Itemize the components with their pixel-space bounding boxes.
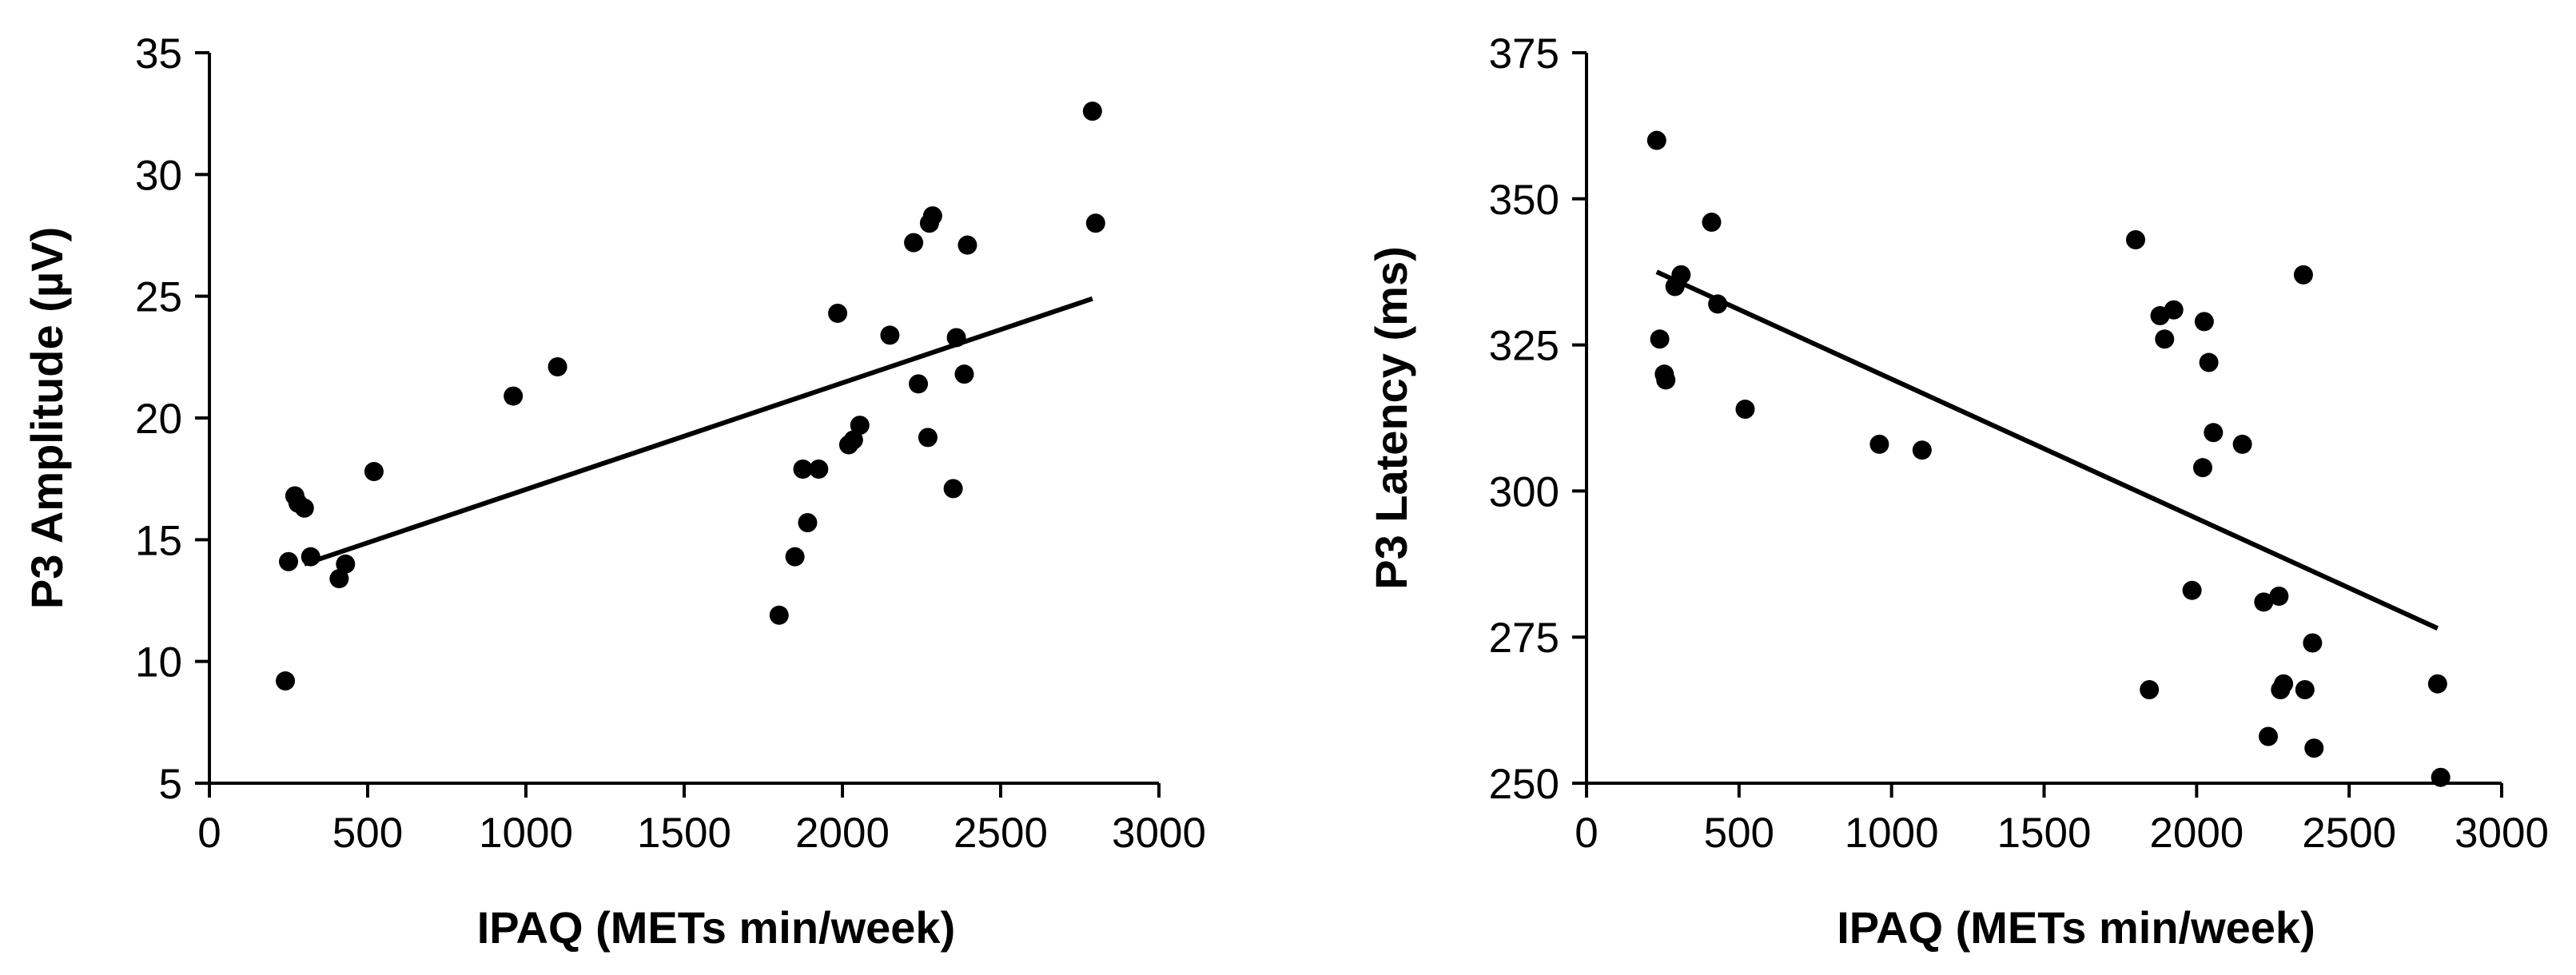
- latency-data-point: [2164, 300, 2184, 320]
- latency-x-tick-label: 2500: [2302, 810, 2396, 857]
- latency-data-point: [2304, 738, 2324, 758]
- amplitude-data-point: [329, 569, 349, 589]
- latency-data-point: [1735, 400, 1755, 420]
- amplitude-data-point: [1085, 213, 1105, 233]
- amplitude-data-point: [954, 364, 974, 384]
- amplitude-data-point: [547, 357, 567, 377]
- amplitude-data-point: [364, 462, 384, 482]
- amplitude-data-point: [828, 303, 848, 323]
- amplitude-x-tick-label: 3000: [1112, 810, 1206, 857]
- latency-x-tick-label: 1500: [1997, 810, 2092, 857]
- latency-x-axis-title: IPAQ (METs min/week): [1837, 902, 2315, 953]
- amplitude-data-point: [880, 325, 900, 345]
- amplitude-data-point: [769, 605, 789, 625]
- latency-x-tick-label: 2000: [2149, 810, 2244, 857]
- amplitude-data-point: [276, 671, 296, 691]
- amplitude-x-tick-label: 1500: [637, 810, 731, 857]
- latency-data-point: [2192, 458, 2212, 478]
- amplitude-data-point: [943, 479, 963, 499]
- amplitude-data-point: [843, 430, 863, 450]
- amplitude-y-tick-label: 30: [135, 152, 182, 199]
- latency-data-point: [2155, 329, 2175, 349]
- latency-x-tick-label: 0: [1575, 810, 1598, 857]
- amplitude-data-point: [279, 551, 298, 571]
- latency-data-point: [2269, 587, 2289, 607]
- amplitude-x-tick-label: 1000: [479, 810, 573, 857]
- amplitude-data-point: [904, 233, 924, 253]
- latency-y-tick-label: 350: [1489, 177, 1559, 224]
- amplitude-y-tick-label: 10: [135, 639, 182, 686]
- latency-y-tick-label: 300: [1489, 468, 1559, 515]
- amplitude-x-tick-label: 2000: [795, 810, 890, 857]
- latency-regression-line: [1655, 269, 2439, 631]
- latency-data-point: [2140, 680, 2160, 700]
- amplitude-data-point: [909, 374, 929, 394]
- latency-data-point: [2182, 580, 2202, 600]
- latency-x-tick-label: 1000: [1845, 810, 1939, 857]
- latency-data-point: [2431, 767, 2451, 787]
- latency-data-point: [1702, 213, 1722, 233]
- amplitude-y-tick-label: 35: [135, 30, 182, 78]
- latency-data-point: [1912, 440, 1932, 460]
- latency-y-tick-label: 375: [1489, 30, 1559, 78]
- amplitude-data-point: [336, 554, 356, 574]
- amplitude-x-axis-title: IPAQ (METs min/week): [477, 902, 955, 953]
- latency-data-point: [2303, 633, 2323, 653]
- latency-x-tick-label: 3000: [2455, 810, 2549, 857]
- latency-y-tick-label: 275: [1489, 615, 1559, 662]
- amplitude-y-axis-title: P3 Amplitude (µV): [22, 227, 72, 609]
- latency-y-tick-label: 250: [1489, 761, 1559, 808]
- latency-data-point: [1656, 370, 1676, 390]
- amplitude-regression-line: [303, 296, 1093, 567]
- latency-scatter-chart: 250 275 300 325 350 375 0 500 1000 1500 2000 2500 30…: [1366, 30, 2549, 953]
- latency-y-axis-title: P3 Latency (ms): [1366, 246, 1416, 590]
- amplitude-x-tick-label: 500: [332, 810, 403, 857]
- latency-data-point: [2194, 312, 2214, 332]
- amplitude-data-point: [809, 459, 829, 479]
- amplitude-data-point: [1082, 101, 1102, 121]
- amplitude-data-point: [918, 428, 938, 448]
- amplitude-y-tick-label: 25: [135, 274, 182, 321]
- amplitude-data-point: [850, 416, 870, 436]
- latency-y-tick-label: 325: [1489, 323, 1559, 370]
- latency-data-point: [1646, 130, 1666, 150]
- latency-data-point: [2295, 680, 2315, 700]
- latency-x-tick-label: 500: [1704, 810, 1774, 857]
- amplitude-x-tick-label: 2500: [954, 810, 1048, 857]
- amplitude-scatter-chart: 5 10 15 20 25 30 35 0 500 1000 1500 2000 2500 3000 IPA…: [22, 30, 1206, 953]
- latency-data-point: [2204, 423, 2224, 443]
- latency-data-point: [2126, 229, 2145, 249]
- amplitude-y-tick-label: 20: [135, 396, 182, 443]
- amplitude-data-point: [504, 386, 524, 406]
- latency-data-point: [2199, 352, 2219, 372]
- latency-data-point: [2293, 265, 2313, 285]
- latency-data-point: [2259, 726, 2279, 746]
- latency-data-point: [1869, 434, 1889, 454]
- amplitude-y-tick-label: 5: [159, 761, 182, 808]
- amplitude-data-point: [793, 459, 813, 479]
- amplitude-data-point: [785, 547, 805, 567]
- latency-data-point: [1650, 329, 1670, 349]
- latency-data-point: [2254, 592, 2274, 612]
- latency-data-point: [2427, 674, 2447, 694]
- amplitude-y-tick-label: 15: [135, 517, 182, 564]
- amplitude-data-point: [294, 498, 314, 518]
- amplitude-data-point: [958, 235, 977, 255]
- amplitude-data-point: [798, 513, 818, 533]
- latency-data-point: [2232, 434, 2252, 454]
- latency-data-point: [2274, 674, 2294, 694]
- amplitude-x-tick-label: 0: [197, 810, 221, 857]
- amplitude-data-point: [922, 206, 942, 226]
